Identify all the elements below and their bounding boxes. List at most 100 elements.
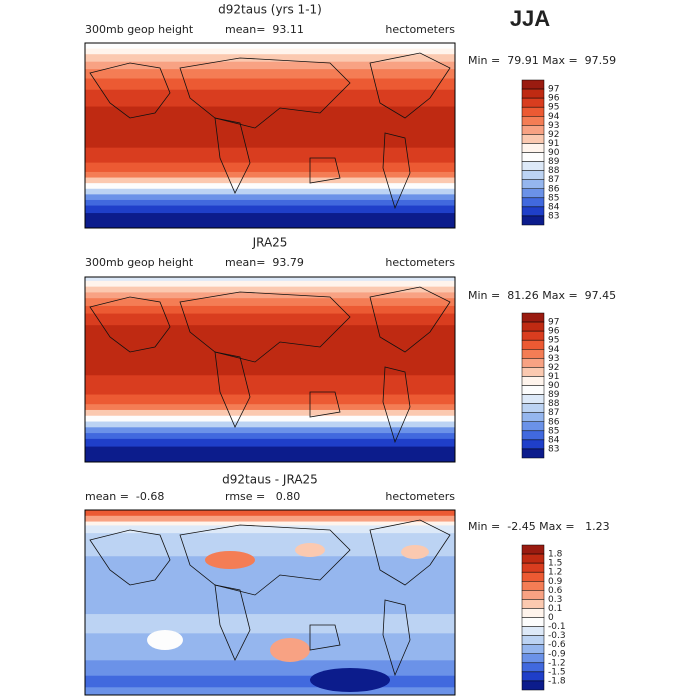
colorbar-box [521,134,545,144]
colorbar-box [521,97,545,108]
field-band [85,687,455,696]
colorbar-box [521,635,545,645]
colorbar-label: 83 [548,444,559,454]
colorbar-label: 94 [548,112,560,122]
field-band [85,510,455,517]
stat-label: rmse = 0.80 [225,490,300,503]
colorbar-box [521,662,545,673]
colorbar-box [521,608,545,618]
colorbar-label: -0.9 [548,649,566,659]
coastline [214,351,251,428]
coastline [309,391,341,418]
colorbar-label: 97 [548,85,559,95]
colorbar-box [521,644,545,654]
colorbar-label: 89 [548,157,560,167]
units-label: hectometers [385,490,455,503]
field-band [85,171,455,179]
colorbar-label: 86 [548,184,560,194]
colorbar-label: 91 [548,139,559,149]
coastline [369,52,451,119]
field-band [85,43,455,50]
field-band [85,427,455,434]
colorbar-label: 0.3 [548,595,562,605]
colorbar-box [521,394,545,404]
field-band [85,446,455,463]
field-band [85,394,455,405]
colorbar-label: 88 [548,166,560,176]
field-band [85,404,455,411]
colorbar-box [521,581,545,591]
colorbar-label: 87 [548,175,559,185]
season-label: JJA [510,6,550,31]
colorbar-box [521,448,545,459]
field-band [85,313,455,326]
field-band [85,521,455,526]
colorbar-label: 87 [548,408,559,418]
colorbar-label: 92 [548,130,559,140]
colorbar-label: 86 [548,417,560,427]
colorbar-label: 83 [548,211,559,221]
field-band [85,305,455,315]
colorbar-box [521,125,545,135]
coastline [382,599,411,677]
map [85,43,455,229]
field-band [85,106,455,149]
field-band [85,633,455,661]
field-band [85,433,455,440]
field-blob [295,543,325,557]
field-band [85,61,455,70]
field-label: 300mb geop height [85,23,194,36]
colorbar-label: 1.8 [548,550,563,560]
colorbar-box [521,421,545,432]
colorbar-box [521,161,545,171]
colorbar-box [521,571,545,582]
colorbar-box [521,430,545,441]
colorbar-box [521,553,545,564]
colorbar-label: 84 [548,435,560,445]
colorbar-box [521,358,545,368]
field-band [85,199,455,207]
coastline [214,584,251,661]
colorbar-box [521,339,545,350]
coastline [369,286,451,353]
field-band [85,614,455,634]
field-band [85,188,455,195]
field-band [85,556,455,615]
colorbar-label: -1.8 [548,676,566,686]
colorbar-box [521,312,545,323]
colorbar-box [521,626,545,636]
colorbar-box [521,439,545,450]
map-frame [84,42,456,229]
panel-title: d92taus - JRA25 [222,473,318,487]
colorbar-box [521,376,545,386]
field-band [85,421,455,428]
field-band [85,675,455,688]
colorbar-box [521,349,545,359]
colorbar-box [521,188,545,199]
coastline [89,296,171,353]
colorbar-label: 97 [548,318,559,328]
field-band [85,194,455,201]
coastline [89,529,171,586]
colorbar-label: 93 [548,354,559,364]
field-band [85,415,455,423]
colorbar-label: -0.6 [548,640,566,650]
coastline [382,366,411,444]
field-band [85,533,455,557]
colorbar-box [521,385,545,395]
field-label: 300mb geop height [85,256,194,269]
colorbar-box [521,215,545,226]
map [85,510,455,696]
field-band [85,438,455,448]
field-band [85,48,455,55]
colorbar-label: 0.9 [548,577,563,587]
colorbar-box [521,79,545,90]
coastline [214,117,251,194]
colorbar-label: 90 [548,148,560,158]
colorbar-label: 94 [548,345,560,355]
colorbar-box [521,653,545,664]
field-band [85,277,455,282]
field-band [85,292,455,299]
colorbar-label: 0.6 [548,586,563,596]
field-band [85,660,455,677]
